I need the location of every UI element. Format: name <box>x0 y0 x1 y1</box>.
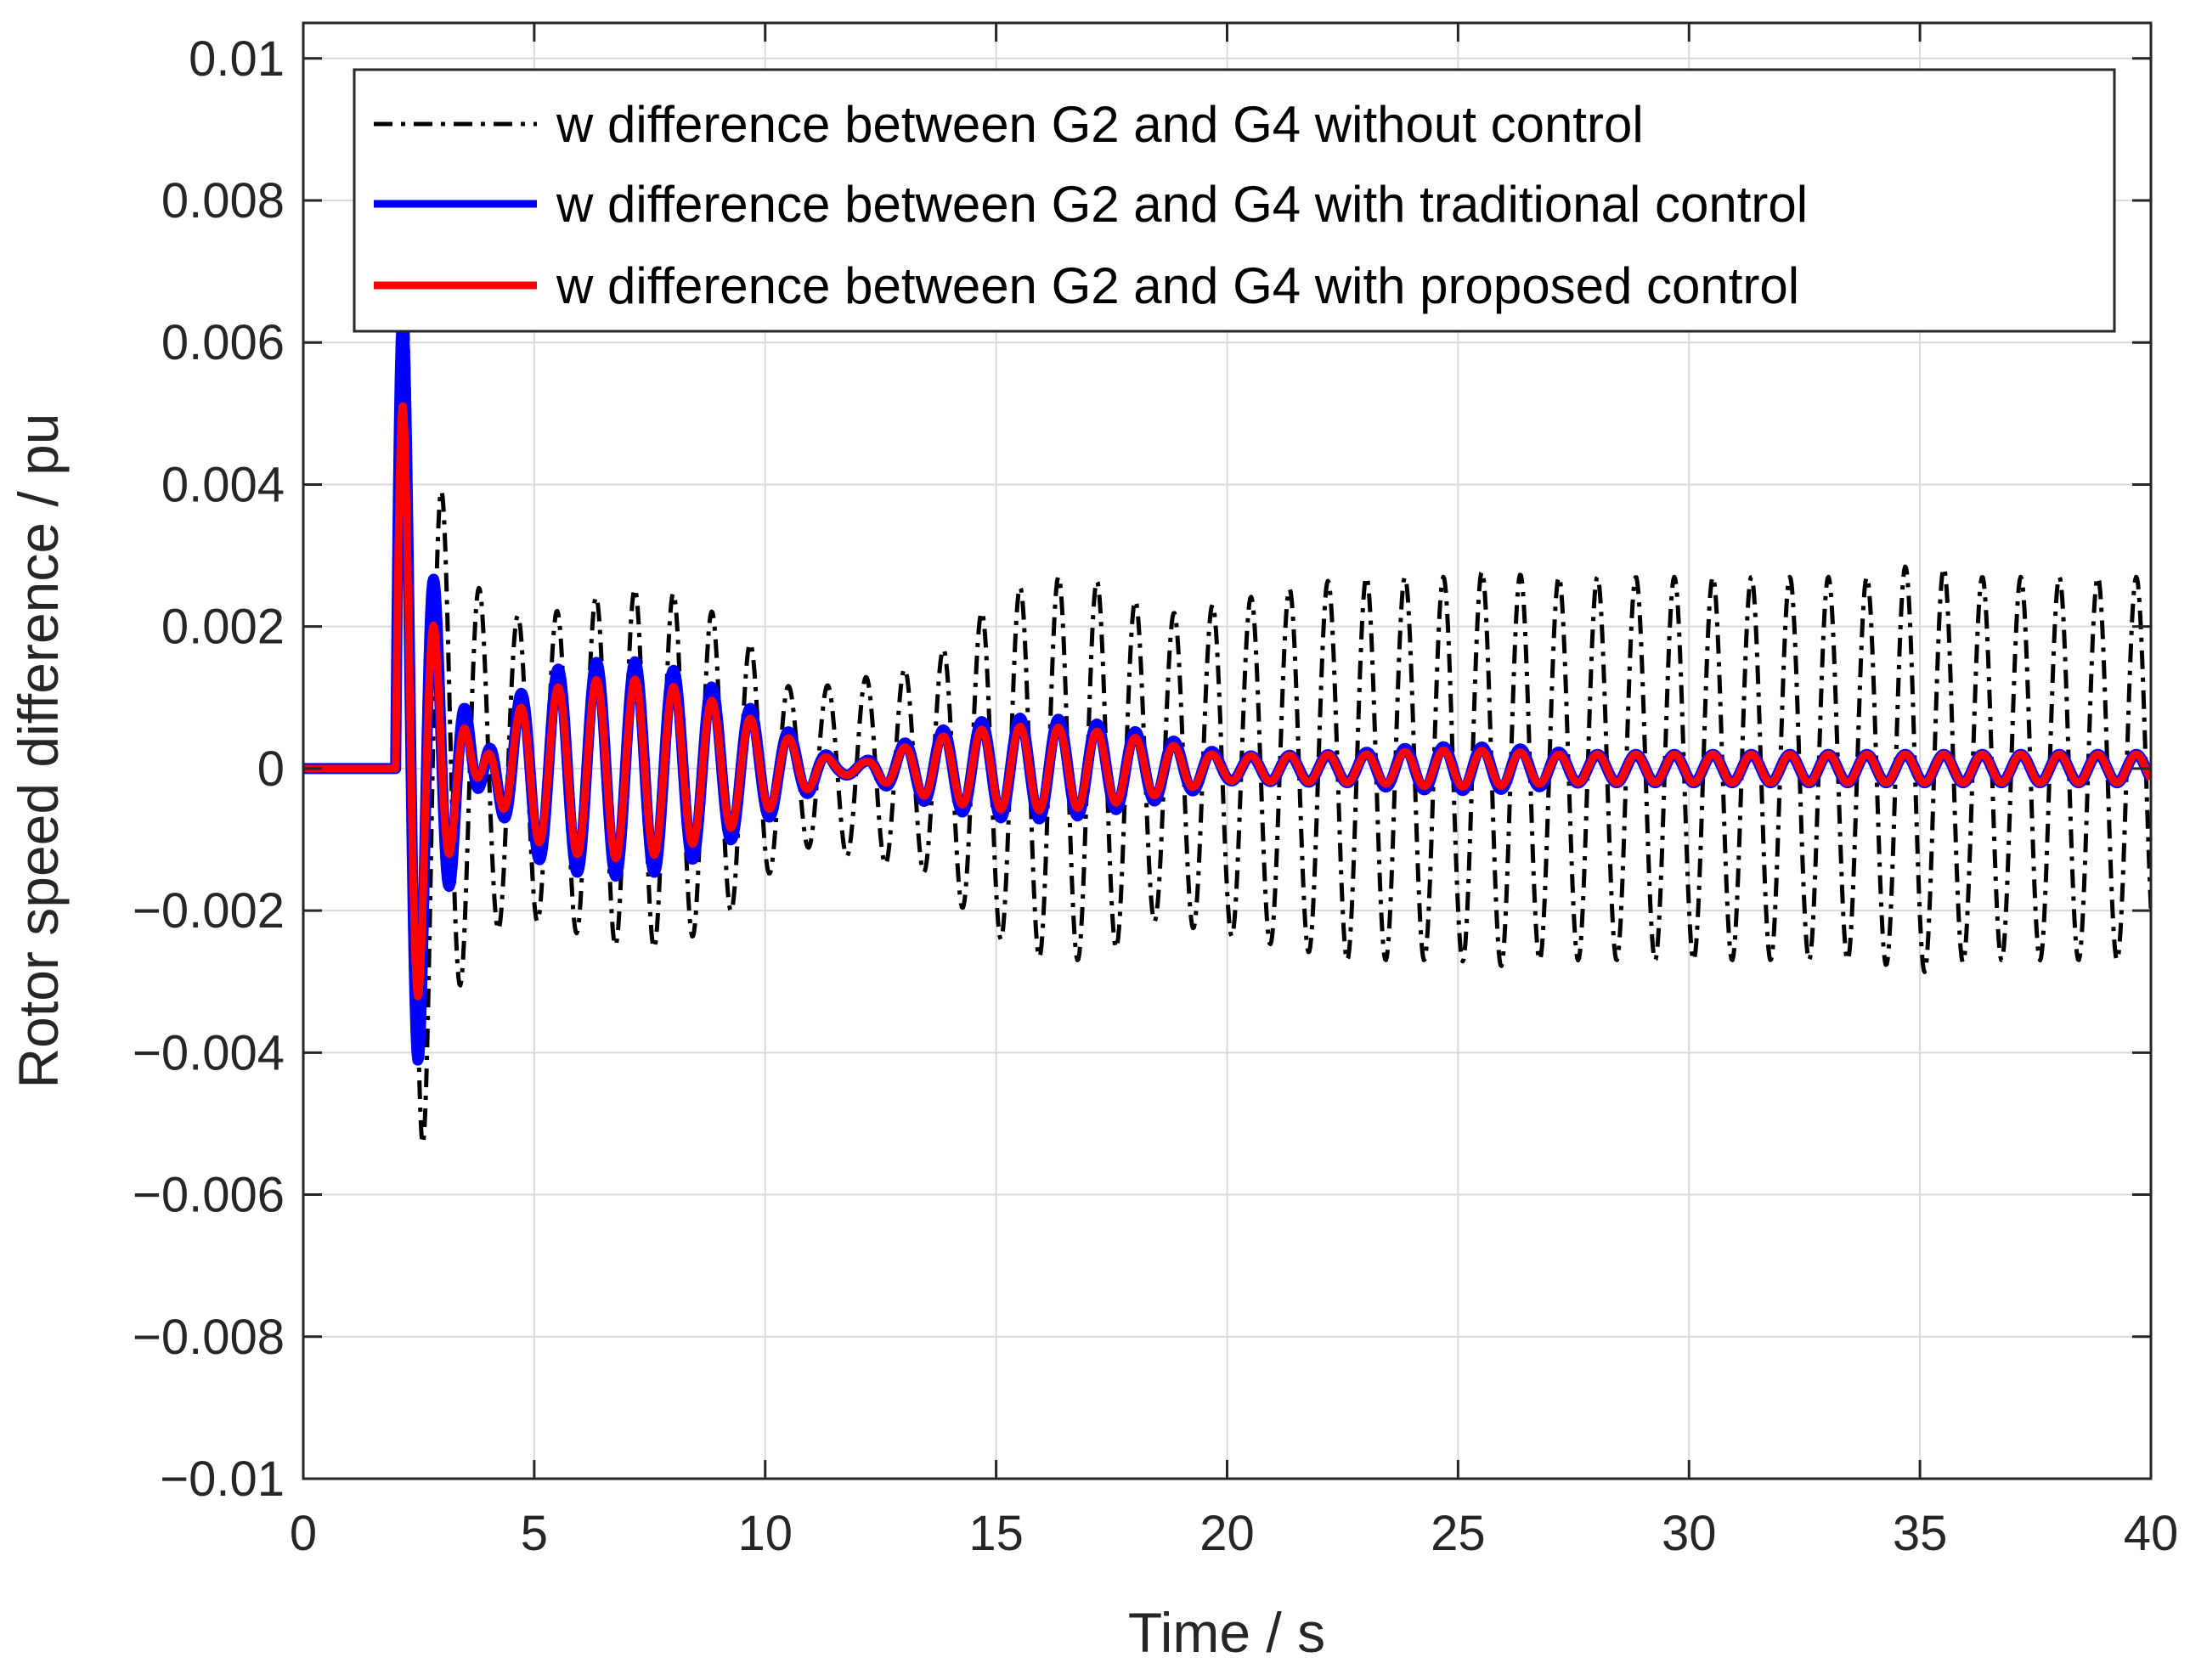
x-axis-label: Time / s <box>1128 1601 1325 1664</box>
y-tick-label: 0.006 <box>161 315 285 370</box>
y-tick-labels: −0.01 −0.008 −0.006 −0.004 −0.002 0 0.002 0.004… <box>133 31 285 1507</box>
y-tick-label: 0.008 <box>161 173 285 228</box>
legend-label-traditional-control: w difference between G2 and G4 with trad… <box>556 176 1808 233</box>
legend-label-no-control: w difference between G2 and G4 without c… <box>556 96 1644 153</box>
y-tick-label: 0.004 <box>161 457 285 512</box>
axis-ticks <box>302 23 2153 1480</box>
series-lines <box>303 250 2151 1146</box>
x-tick-label: 30 <box>1662 1506 1717 1561</box>
x-tick-label: 10 <box>737 1506 793 1561</box>
y-tick-label: −0.01 <box>160 1452 285 1507</box>
x-tick-label: 20 <box>1199 1506 1255 1561</box>
y-tick-label: 0.01 <box>189 31 285 87</box>
y-tick-label: −0.008 <box>133 1310 285 1365</box>
y-tick-label: −0.006 <box>133 1168 285 1223</box>
series-line-proposed-control <box>303 402 2151 1001</box>
x-tick-label: 15 <box>968 1506 1024 1561</box>
y-tick-label: −0.004 <box>133 1025 285 1080</box>
x-tick-label: 25 <box>1431 1506 1486 1561</box>
x-tick-label: 40 <box>2124 1506 2179 1561</box>
legend-box <box>353 68 2116 333</box>
legend-label-proposed-control: w difference between G2 and G4 with prop… <box>556 257 1799 314</box>
y-tick-label: −0.002 <box>133 883 285 939</box>
x-tick-label: 0 <box>290 1506 317 1561</box>
y-tick-label: 0.002 <box>161 600 285 655</box>
y-axis-label: Rotor speed difference / pu <box>7 414 70 1089</box>
x-tick-label: 5 <box>521 1506 548 1561</box>
x-tick-label: 35 <box>1893 1506 1948 1561</box>
y-tick-label: 0 <box>257 741 285 797</box>
x-tick-labels: 0 5 10 15 20 25 30 35 40 <box>290 1506 2178 1561</box>
legend: w difference between G2 and G4 without c… <box>353 68 2116 333</box>
